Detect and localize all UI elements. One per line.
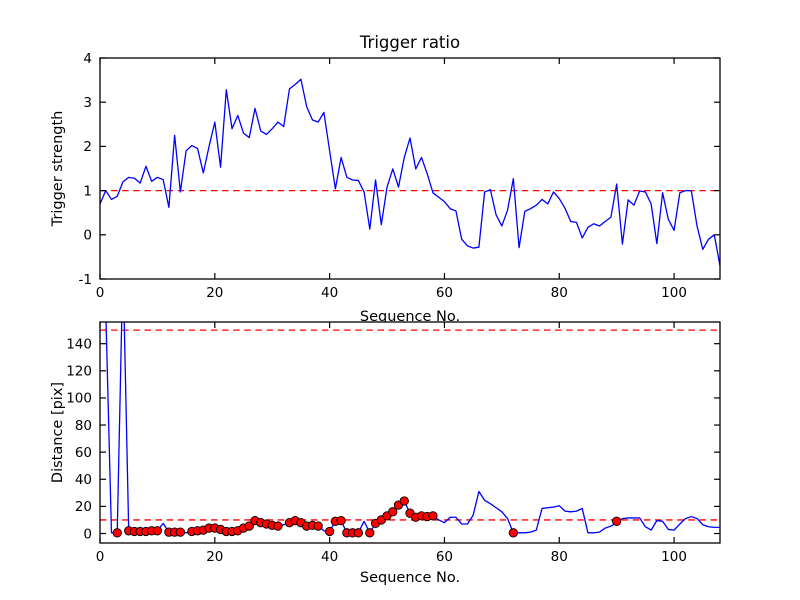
trigger-strength-line [100, 78, 720, 266]
trigger-ratio-xtick-label: 80 [551, 285, 568, 301]
distance-ytick-label: 120 [66, 364, 92, 380]
trigger-ratio-xtick-label: 60 [436, 285, 453, 301]
trigger-ratio-ytick-label: 0 [83, 228, 92, 244]
distance-plot-area [100, 322, 720, 543]
trigger-ratio-ytick-label: 1 [83, 183, 92, 199]
matched-points-marker [612, 516, 622, 526]
distance-ytick-label: 140 [66, 336, 92, 352]
distance-ytick-label: 80 [75, 418, 92, 434]
trigger-ratio-plot-area [100, 58, 720, 279]
trigger-ratio-xtick-label: 20 [206, 285, 223, 301]
matched-points-marker [365, 528, 375, 538]
matched-points-marker [428, 511, 438, 521]
trigger-ratio-xtick-label: 0 [96, 285, 105, 301]
distance-xtick-label: 20 [206, 549, 223, 565]
top-chart-ylabel: Trigger strength [50, 111, 66, 228]
distance-ytick-label: 40 [75, 472, 92, 488]
matched-points-marker [273, 521, 283, 531]
bottom-chart-ylabel: Distance [pix] [50, 382, 66, 483]
distance-ytick-label: 0 [83, 526, 92, 542]
matched-points-marker [353, 528, 363, 538]
matched-points-marker [175, 527, 186, 537]
distance-plot: 0 20 40 60 80 100 0 20 40 60 80 100 120 140 [66, 321, 721, 565]
trigger-ratio-ytick-label: 4 [83, 51, 92, 67]
top-chart-title: Trigger ratio [359, 33, 460, 52]
trigger-ratio-ytick-label: -1 [79, 272, 92, 288]
distance-ytick-label: 20 [75, 499, 92, 515]
distance-xtick-label: 40 [321, 549, 338, 565]
matched-points-marker [244, 521, 254, 531]
trigger-ratio-xtick-label: 100 [661, 285, 687, 301]
distance-xtick-label: 0 [96, 549, 105, 565]
matched-points-marker [399, 496, 409, 506]
distance-ytick-label: 100 [66, 391, 92, 407]
bottom-chart-xlabel: Sequence No. [360, 570, 460, 586]
trigger-ratio-spines [99, 57, 721, 280]
top-chart-xlabel: Sequence No. [360, 309, 460, 325]
distance-spines [99, 321, 721, 544]
distance-xtick-label: 80 [551, 549, 568, 565]
trigger-ratio-ytick-label: 3 [83, 95, 92, 111]
matched-points-marker [508, 528, 518, 538]
distance-ytick-label: 60 [75, 445, 92, 461]
matched-points-marker [324, 526, 335, 537]
distance-xtick-label: 100 [661, 549, 687, 565]
matched-points-marker [313, 521, 323, 531]
matched-points-marker [152, 526, 163, 536]
matched-points-marker [112, 528, 122, 538]
distance-xtick-label: 60 [436, 549, 453, 565]
trigger-ratio-xtick-label: 40 [321, 285, 338, 301]
trigger-ratio-ytick-label: 2 [83, 139, 92, 155]
matched-points-marker [336, 515, 346, 526]
matched-points-marker [388, 507, 398, 517]
